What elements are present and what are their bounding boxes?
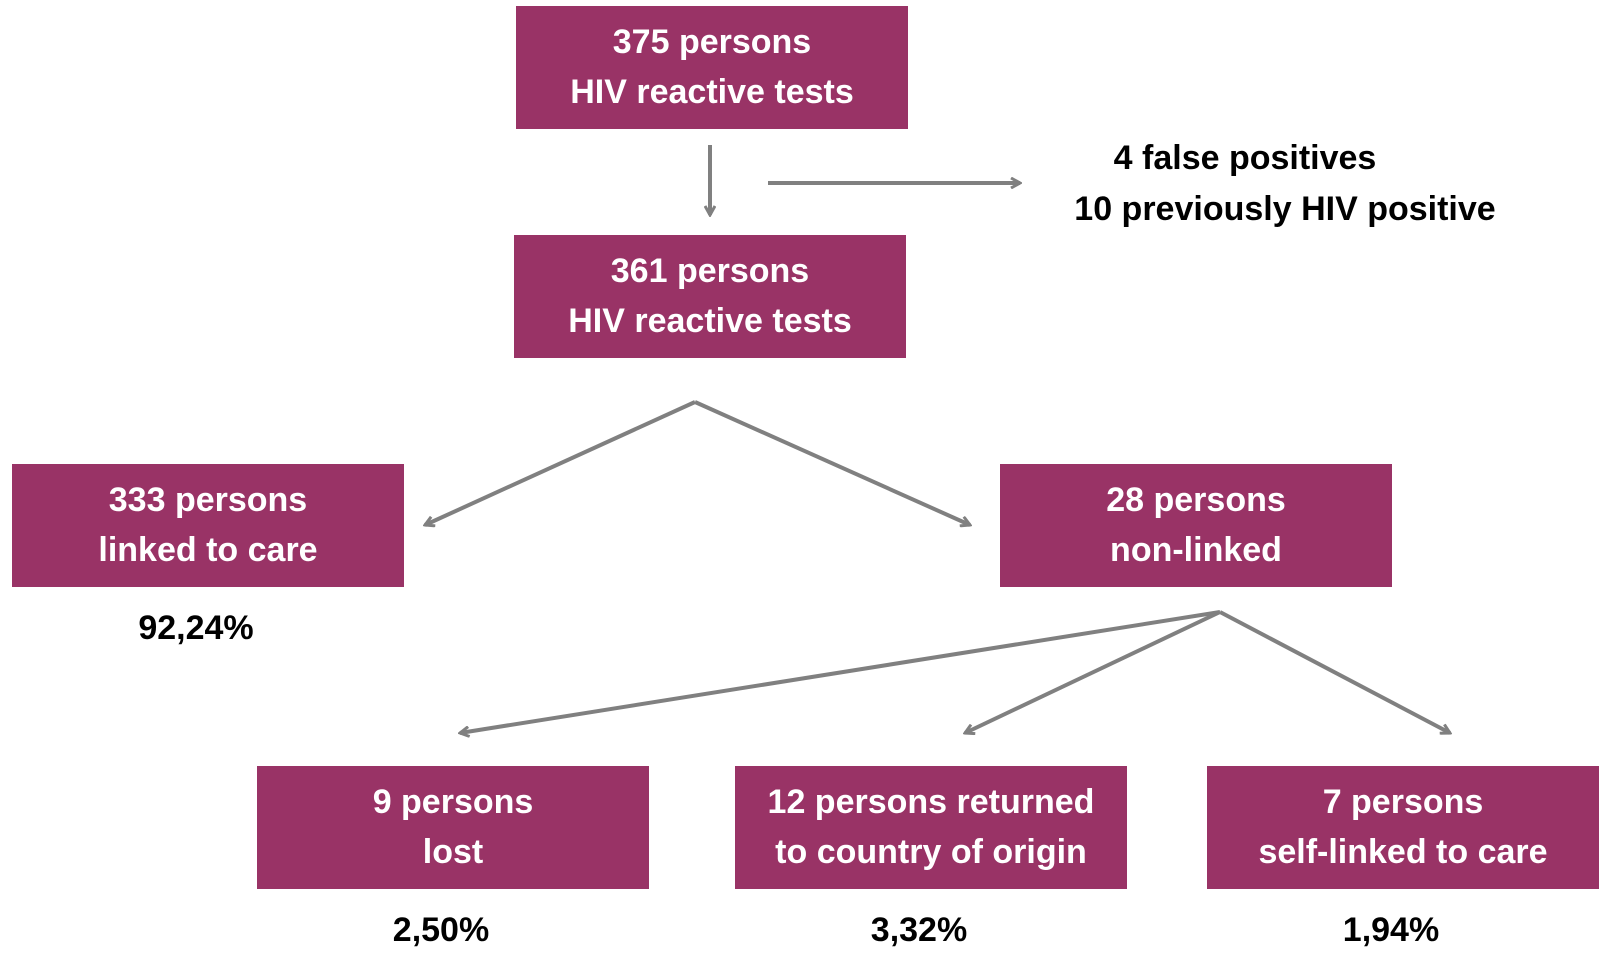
- node: 12 persons returned to country of origin: [735, 766, 1127, 889]
- excluded-text: 4 false positives: [1114, 139, 1377, 177]
- node-label: HIV reactive tests: [568, 302, 852, 340]
- node-box: [735, 766, 1127, 889]
- node-label: self-linked to care: [1258, 833, 1547, 871]
- node: 7 persons self-linked to care: [1207, 766, 1599, 889]
- node-label: 7 persons: [1323, 783, 1484, 821]
- node-label: 12 persons returned: [768, 783, 1095, 821]
- arrow: [694, 400, 970, 525]
- arrow: [425, 400, 696, 525]
- node: 375 persons HIV reactive tests: [516, 6, 908, 129]
- node-box: [514, 235, 906, 358]
- arrow: [460, 610, 1221, 733]
- node: 333 persons linked to care: [12, 464, 404, 587]
- node-percent: 2,50%: [393, 911, 489, 949]
- node-label: to country of origin: [775, 833, 1087, 871]
- node-label: 361 persons: [611, 252, 809, 290]
- node: 9 persons lost: [257, 766, 649, 889]
- node: 361 persons HIV reactive tests: [514, 235, 906, 358]
- node-label: non-linked: [1110, 531, 1282, 569]
- arrow: [1219, 610, 1450, 735]
- node-label: 9 persons: [373, 783, 534, 821]
- node-label: 333 persons: [109, 481, 307, 519]
- node-box: [1000, 464, 1392, 587]
- node-label: lost: [423, 833, 483, 871]
- node-label: 28 persons: [1106, 481, 1286, 519]
- excluded-text: 10 previously HIV positive: [1074, 190, 1495, 228]
- node-percent: 1,94%: [1343, 911, 1439, 949]
- node-percent: 92,24%: [138, 609, 253, 647]
- arrows: [425, 145, 1450, 733]
- node-box: [12, 464, 404, 587]
- node-percent: 3,32%: [871, 911, 967, 949]
- node-box: [1207, 766, 1599, 889]
- node-label: 375 persons: [613, 23, 811, 61]
- node-label: HIV reactive tests: [570, 73, 854, 111]
- node-box: [257, 766, 649, 889]
- node: 28 persons non-linked: [1000, 464, 1392, 587]
- node-label: linked to care: [98, 531, 317, 569]
- arrow: [965, 610, 1221, 733]
- node-box: [516, 6, 908, 129]
